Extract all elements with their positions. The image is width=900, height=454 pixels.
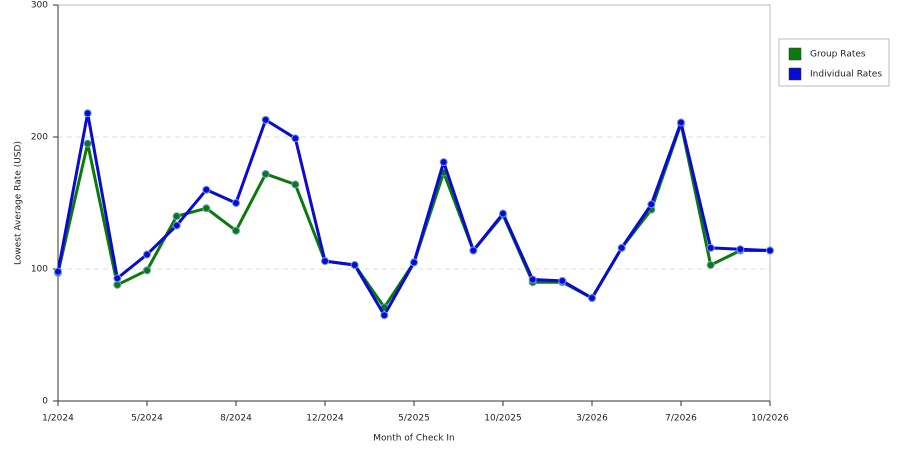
series-line: [56, 122, 770, 309]
point: [528, 275, 537, 284]
y-tick-label: 300: [31, 1, 48, 11]
x-tick-label: 7/2026: [665, 414, 697, 424]
series-line: [56, 111, 771, 317]
x-tick-label: 5/2025: [398, 414, 430, 424]
point: [143, 266, 151, 275]
point: [706, 261, 715, 270]
point: [172, 212, 181, 221]
y-tick-label: 100: [31, 265, 48, 275]
point: [588, 294, 596, 303]
x-axis-label: Month of Check In: [373, 434, 455, 444]
legend-label: Group Rates: [810, 50, 866, 60]
point: [469, 246, 478, 255]
x-tick-label: 1/2024: [42, 414, 74, 424]
y-axis-label: Lowest Average Rate (USD): [14, 141, 24, 265]
point: [232, 199, 240, 207]
legend-label: Individual Rates: [810, 70, 882, 80]
point: [202, 185, 211, 194]
point: [83, 109, 92, 118]
legend-swatch: [788, 47, 802, 61]
point: [736, 245, 745, 254]
point: [113, 274, 122, 283]
point: [291, 180, 300, 189]
x-tick-label: 10/2026: [751, 414, 789, 424]
point: [261, 115, 270, 124]
point: [380, 311, 389, 320]
point: [143, 250, 151, 259]
point: [321, 257, 329, 266]
point: [677, 118, 685, 127]
point: [558, 276, 567, 285]
point: [647, 200, 656, 209]
point: [766, 246, 774, 255]
point: [261, 169, 270, 178]
point: [706, 243, 715, 252]
point: [83, 139, 92, 148]
point: [113, 280, 122, 289]
point: [439, 158, 448, 167]
point: [232, 226, 240, 235]
x-tick-label: 3/2026: [576, 414, 608, 424]
plot-frame: [57, 4, 771, 402]
y-tick-label: 200: [31, 133, 48, 143]
x-tick-label: 12/2024: [306, 414, 344, 424]
y-tick-label: 0: [42, 397, 48, 407]
point: [499, 209, 507, 218]
x-tick-label: 10/2025: [484, 414, 521, 424]
point: [617, 243, 626, 252]
point: [54, 267, 62, 276]
point: [172, 221, 181, 230]
legend-swatch: [788, 67, 802, 81]
point: [202, 204, 211, 213]
x-tick-label: 5/2024: [131, 414, 163, 424]
point: [291, 134, 300, 143]
point: [350, 261, 359, 270]
point: [410, 258, 418, 267]
x-tick-label: 8/2024: [220, 414, 252, 424]
